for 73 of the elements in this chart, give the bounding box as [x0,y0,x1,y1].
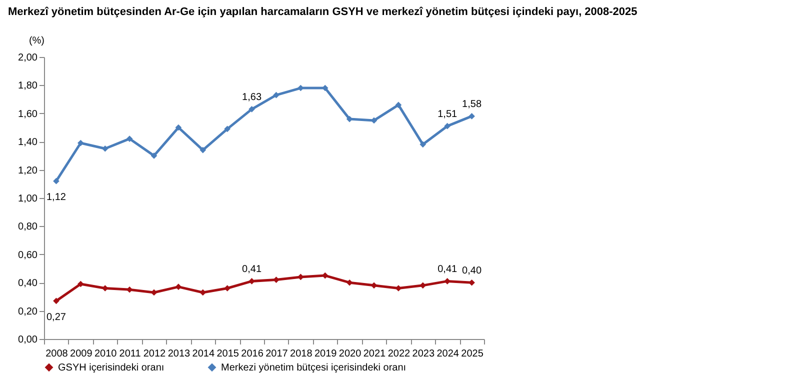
point [420,141,426,148]
y-tick-label: 1,60 [18,108,38,120]
y-tick-label: 1,00 [18,194,38,204]
x-tick-label: 2018 [290,348,313,360]
point [298,274,304,280]
x-tick-label: 2023 [412,348,435,360]
point [420,282,426,289]
y-tick-label: 2,00 [18,52,38,64]
data-label: 0,27 [46,312,66,323]
point [395,102,402,108]
y-tick-label: 0,40 [18,278,38,290]
x-tick-label: 2025 [461,348,484,360]
x-tick-label: 2013 [168,348,191,360]
point [126,286,133,293]
point [53,298,60,304]
point [175,284,182,290]
y-tick-label: 1,20 [18,165,38,176]
point [370,282,378,289]
x-tick-label: 2017 [266,348,288,360]
x-tick-label: 2022 [388,348,411,360]
data-label: 0,40 [462,266,482,277]
x-tick-label: 2011 [119,348,142,360]
legend-label: GSYH içerisindeki oranı [58,362,164,374]
x-tick-label: 2012 [143,348,166,360]
x-tick-label: 2010 [94,348,118,360]
point [175,124,182,131]
chart-title: Merkezî yönetim bütçesinden Ar-Ge için yapılan harcamaların GSYH ve merkezî yönetim bütçesi içindeki payı, 2008-2025 [8,6,638,18]
y-axis-title: (%) [28,36,44,46]
point [150,152,158,159]
point [273,92,280,98]
x-tick-label: 2016 [241,348,264,360]
data-label: 0,41 [242,264,262,276]
y-tick-label: 0,60 [18,250,38,261]
point [468,113,475,120]
x-tick-label: 2015 [216,348,240,360]
point [346,279,353,286]
point [126,136,133,142]
point [273,276,280,283]
point [395,285,402,292]
point [102,285,108,292]
point [102,145,108,152]
data-label: 1,12 [46,192,66,204]
x-tick-label: 2020 [338,348,362,360]
point [78,280,84,288]
point [248,106,255,112]
data-label: 1,51 [438,109,458,120]
y-tick-label: 0,20 [18,306,38,318]
data-label: 1,63 [242,92,262,104]
point [346,116,353,122]
legend-label: Merkezi yönetim bütçesi içerisindeki oranı [221,362,406,374]
point [468,279,475,286]
x-tick-label: 2009 [70,348,93,360]
point [150,289,158,296]
point [298,84,304,92]
point [224,126,230,132]
point [370,117,378,124]
data-label: 1,58 [462,99,482,110]
point [200,146,206,154]
x-tick-label: 2014 [192,348,215,360]
x-tick-label: 2021 [363,348,386,360]
data-label: 0,41 [438,264,458,276]
y-tick-label: 0,00 [18,334,38,346]
x-tick-label: 2024 [436,348,460,360]
y-tick-label: 0,80 [18,222,38,233]
point [200,289,206,296]
point [248,278,255,284]
y-tick-label: 1,80 [18,80,38,92]
point [78,140,84,146]
y-tick-label: 1,40 [18,137,38,148]
point [444,122,450,130]
x-tick-label: 2008 [46,348,68,360]
point [53,178,60,184]
x-tick-label: 2019 [314,348,338,360]
